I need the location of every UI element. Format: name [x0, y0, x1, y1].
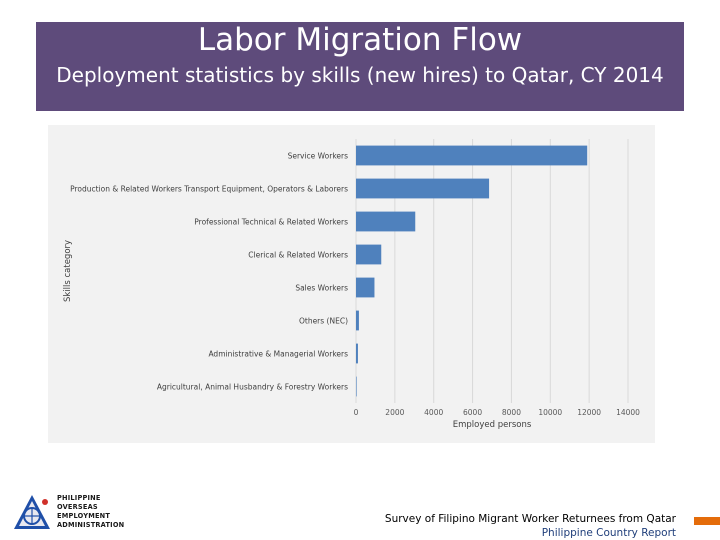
category-label: Others (NEC) [299, 317, 348, 326]
category-label: Service Workers [288, 152, 349, 161]
footer-report-title: Survey of Filipino Migrant Worker Return… [384, 513, 676, 525]
x-tick-label: 2000 [385, 408, 404, 417]
poea-seal-icon [14, 495, 50, 529]
chart-area: 0 2000 4000 6000 8000 10000 12000 14000 Service … [48, 125, 655, 443]
poea-logo-text: PHILIPPINE OVERSEAS EMPLOYMENT ADMINISTR… [57, 494, 124, 530]
x-axis-label: Employed persons [453, 420, 532, 430]
bar [356, 145, 588, 166]
x-tick-label: 0 [354, 408, 359, 417]
x-tick-label: 10000 [538, 408, 562, 417]
x-tick-label: 8000 [502, 408, 521, 417]
logo-line: OVERSEAS [57, 503, 98, 511]
category-label: Agricultural, Animal Husbandry & Forestr… [157, 383, 348, 392]
category-label: Professional Technical & Related Workers [194, 218, 348, 227]
bar [356, 376, 357, 397]
bar [356, 310, 359, 331]
bar [356, 244, 382, 265]
title-banner: Labor Migration Flow Deployment statisti… [36, 22, 684, 111]
category-label: Clerical & Related Workers [248, 251, 348, 260]
bar [356, 211, 416, 232]
poea-logo: PHILIPPINE OVERSEAS EMPLOYMENT ADMINISTR… [12, 492, 124, 534]
category-label: Sales Workers [295, 284, 348, 293]
slide-title: Labor Migration Flow [197, 22, 523, 58]
x-tick-label: 4000 [424, 408, 443, 417]
logo-line: EMPLOYMENT [57, 512, 111, 520]
bar [356, 343, 358, 364]
x-tick-label: 6000 [463, 408, 482, 417]
footer: Survey of Filipino Migrant Worker Return… [385, 513, 676, 540]
category-label: Production & Related Workers Transport E… [70, 185, 348, 194]
footer-report-subtitle: Philippine Country Report [541, 527, 676, 539]
x-tick-label: 14000 [616, 408, 640, 417]
logo-line: ADMINISTRATION [57, 521, 125, 529]
y-axis-label: Skills category [63, 240, 73, 302]
bar [356, 178, 490, 199]
bar-chart: 0 2000 4000 6000 8000 10000 12000 14000 Service … [63, 139, 640, 430]
category-label: Administrative & Managerial Workers [208, 350, 348, 359]
logo-line: PHILIPPINE [57, 494, 101, 502]
x-tick-label: 12000 [577, 408, 601, 417]
bar [356, 277, 375, 298]
slide-subtitle: Deployment statistics by skills (new hir… [56, 63, 664, 87]
footer-accent-bar [694, 517, 720, 525]
